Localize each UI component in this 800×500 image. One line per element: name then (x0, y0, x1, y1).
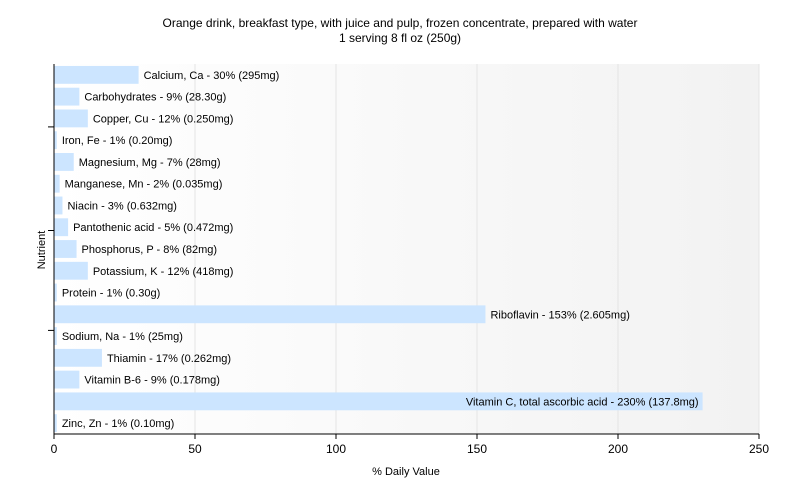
bar-label: Phosphorus, P - 8% (82mg) (82, 244, 218, 256)
x-tick-label: 100 (326, 442, 346, 456)
x-tick-label: 200 (608, 442, 628, 456)
grid-lines (194, 64, 760, 434)
x-axis-ticks: 0 50 100 150 200 250 (51, 434, 769, 456)
axes (48, 64, 759, 435)
bar-label: Zinc, Zn - 1% (0.10mg) (62, 418, 174, 430)
x-tick-label: 150 (467, 442, 487, 456)
bar-series (54, 65, 703, 433)
chart-subtitle: 1 serving 8 fl oz (250g) (338, 31, 462, 45)
bar-label: Sodium, Na - 1% (25mg) (62, 331, 183, 343)
bar-label: Carbohydrates - 9% (28.30g) (84, 92, 226, 104)
bar (54, 348, 102, 367)
bar (54, 109, 88, 128)
bar-label: Potassium, K - 12% (418mg) (93, 266, 234, 278)
bar (54, 218, 69, 237)
x-tick-label: 250 (749, 442, 769, 456)
bar-label: Pantothenic acid - 5% (0.472mg) (73, 222, 233, 234)
bar (54, 65, 139, 84)
chart-title: Orange drink, breakfast type, with juice… (162, 16, 638, 30)
plot-area (54, 64, 759, 434)
bar (54, 392, 703, 411)
bar-labels: Calcium, Ca - 30% (295mg) Carbohydrates -… (62, 70, 699, 430)
bar (54, 327, 57, 345)
bar-label: Iron, Fe - 1% (0.20mg) (62, 135, 173, 147)
x-tick-label: 0 (51, 442, 58, 456)
bar (54, 174, 60, 193)
bar-label: Niacin - 3% (0.632mg) (67, 200, 176, 212)
bar-label: Copper, Cu - 12% (0.250mg) (93, 113, 234, 125)
bar (54, 131, 57, 150)
bar (54, 240, 77, 258)
bar (54, 305, 486, 324)
bar-label: Manganese, Mn - 2% (0.035mg) (65, 179, 223, 191)
x-tick-label: 50 (188, 442, 202, 456)
bar-label: Protein - 1% (0.30g) (62, 288, 160, 300)
bar-label: Vitamin B-6 - 9% (0.178mg) (84, 375, 220, 387)
bar-label: Vitamin C, total ascorbic acid - 230% (1… (466, 396, 699, 408)
bar-label: Riboflavin - 153% (2.605mg) (490, 309, 629, 321)
bar-label: Calcium, Ca - 30% (295mg) (144, 70, 280, 82)
bar (54, 370, 80, 389)
bar (54, 261, 88, 280)
bar (54, 414, 57, 433)
x-axis-label: % Daily Value (372, 466, 440, 478)
bar (54, 87, 80, 106)
plot-background (54, 64, 759, 434)
bar-label: Thiamin - 17% (0.262mg) (107, 353, 231, 365)
bar (54, 196, 63, 215)
bar (54, 153, 74, 171)
y-axis-label: Nutrient (36, 230, 48, 270)
bar-label: Magnesium, Mg - 7% (28mg) (79, 157, 221, 169)
bar (54, 283, 57, 302)
